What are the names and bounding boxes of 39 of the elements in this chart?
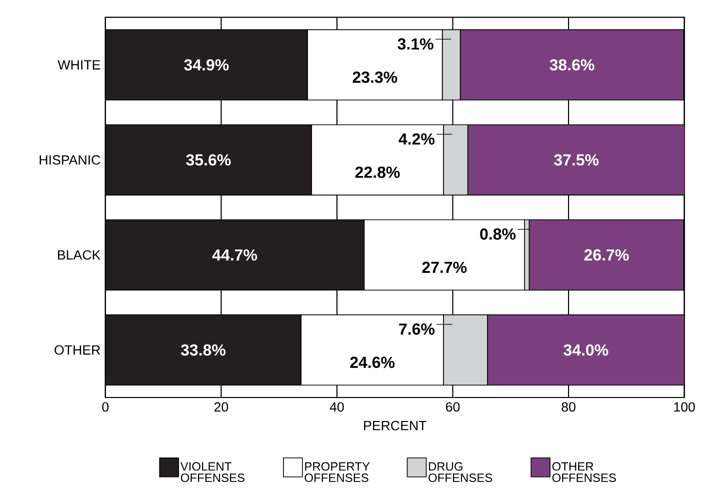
bar (105, 219, 365, 291)
data-label: 34.9% (184, 59, 229, 71)
y-tick-label: BLACK (58, 250, 101, 260)
bar (487, 314, 684, 386)
data-label: 22.8% (355, 166, 400, 178)
y-tick-label: WHITE (58, 60, 100, 70)
data-label: 37.5% (554, 154, 599, 166)
legend-label: OTHER OFFENSES (552, 462, 616, 482)
data-label: 7.6% (399, 323, 435, 335)
bar (105, 124, 312, 196)
bar (460, 29, 684, 100)
data-label: 34.0% (564, 344, 608, 356)
x-tick-label: 0 (102, 402, 109, 412)
bar (105, 314, 302, 386)
y-tick-label: OTHER (54, 345, 100, 355)
legend-label: PROPERTY OFFENSES (304, 462, 370, 482)
data-label: 0.8% (480, 228, 516, 240)
x-tick-label: 60 (446, 402, 460, 412)
x-tick-label: 20 (214, 402, 228, 412)
legend-label: VIOLENT OFFENSES (180, 462, 244, 482)
data-label: 27.7% (422, 262, 467, 273)
bar (467, 124, 684, 196)
x-tick-label: 100 (674, 402, 695, 412)
x-axis-title: PERCENT (364, 420, 426, 430)
bar (105, 29, 308, 100)
x-tick-label: 40 (330, 402, 344, 412)
data-label: 24.6% (350, 356, 395, 368)
data-label: 35.6% (186, 154, 231, 166)
data-label: 4.2% (398, 133, 435, 145)
data-label: 23.3% (352, 72, 398, 83)
bar (528, 219, 684, 291)
data-label: 3.1% (398, 38, 434, 50)
legend-label: DRUG OFFENSES (428, 462, 492, 482)
data-label: 26.7% (584, 249, 629, 261)
y-tick-label: HISPANIC (40, 155, 100, 165)
data-label: 38.6% (550, 59, 594, 71)
data-label: 33.8% (180, 344, 226, 356)
data-label: 44.7% (212, 249, 258, 261)
x-tick-label: 80 (562, 402, 576, 412)
